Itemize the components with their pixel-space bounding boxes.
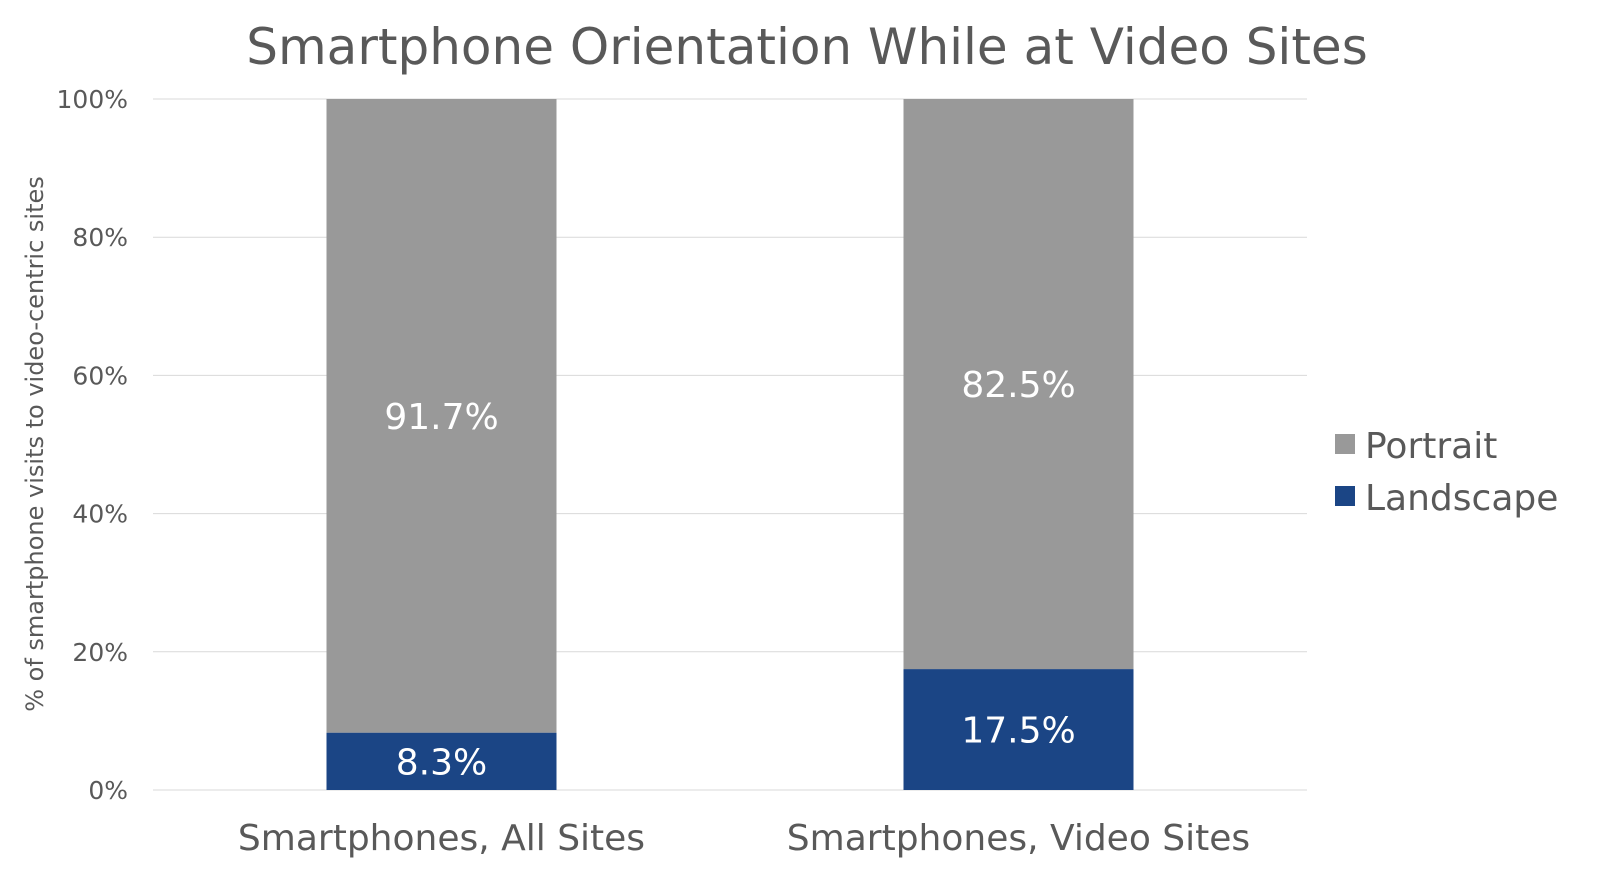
data-label-portrait-2: 82.5% [961, 365, 1075, 406]
chart-title: Smartphone Orientation While at Video Si… [246, 18, 1368, 76]
data-label-portrait-1: 91.7% [384, 397, 498, 438]
bars [326, 99, 1134, 790]
y-tick-label: 60% [72, 361, 128, 390]
legend-swatch-portrait [1335, 434, 1355, 454]
legend-label-landscape: Landscape [1365, 478, 1558, 519]
bar-landscape-1 [326, 732, 557, 790]
bar-portrait-1 [326, 99, 557, 733]
y-axis-label: % of smartphone visits to video-centric … [21, 176, 49, 712]
x-axis-categories: Smartphones, All Sites Smartphones, Video… [238, 818, 1250, 859]
x-category-label: Smartphones, Video Sites [787, 818, 1250, 859]
y-tick-label: 0% [88, 776, 128, 805]
x-category-label: Smartphones, All Sites [238, 818, 645, 859]
bar-landscape-2 [903, 669, 1134, 790]
legend-swatch-landscape [1335, 486, 1355, 506]
gridlines [153, 98, 1307, 791]
bar-portrait-2 [903, 99, 1134, 670]
y-axis-ticks: 0% 20% 40% 60% 80% 100% [57, 85, 128, 805]
data-label-landscape-2: 17.5% [961, 711, 1075, 752]
y-tick-label: 40% [72, 500, 128, 529]
legend-label-portrait: Portrait [1365, 426, 1497, 467]
data-labels: 8.3% 91.7% 17.5% 82.5% [384, 365, 1075, 783]
data-label-landscape-1: 8.3% [396, 742, 487, 783]
legend: Portrait Landscape [1335, 426, 1558, 519]
y-tick-label: 20% [72, 638, 128, 667]
y-tick-label: 100% [57, 85, 128, 114]
y-tick-label: 80% [72, 223, 128, 252]
